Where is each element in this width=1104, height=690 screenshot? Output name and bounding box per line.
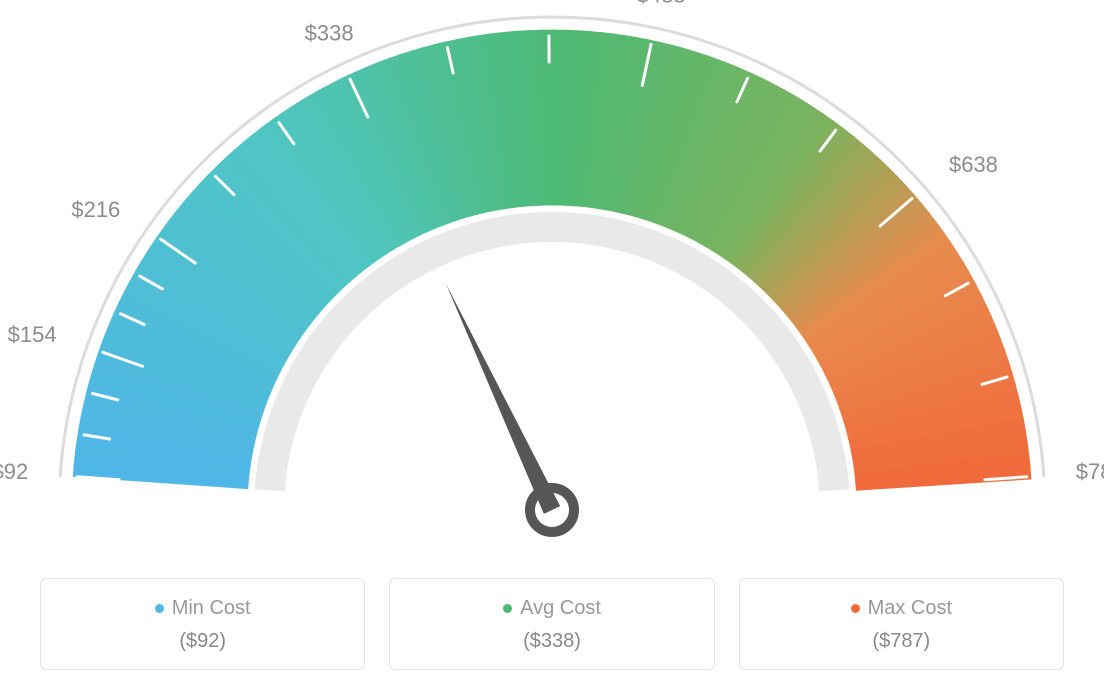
dot-avg: [503, 604, 512, 613]
legend-label-avg-text: Avg Cost: [520, 597, 601, 620]
legend-card-min: Min Cost ($92): [40, 578, 365, 670]
legend-card-avg: Avg Cost ($338): [389, 578, 714, 670]
chart-container: $92 $154 $216 $338 $488 $638 $787 Min Cost ($9…: [0, 0, 1104, 690]
svg-text:$154: $154: [8, 322, 57, 347]
dot-max: [851, 604, 860, 613]
legend-label-min-text: Min Cost: [172, 597, 251, 620]
svg-text:$92: $92: [0, 459, 28, 484]
legend-card-max: Max Cost ($787): [739, 578, 1064, 670]
dot-min: [155, 604, 164, 613]
legend-label-avg: Avg Cost: [503, 597, 601, 620]
legend-label-min: Min Cost: [155, 597, 251, 620]
legend-row: Min Cost ($92) Avg Cost ($338) Max Cost …: [40, 578, 1064, 670]
gauge: $92 $154 $216 $338 $488 $638 $787: [0, 0, 1104, 560]
svg-text:$787: $787: [1076, 459, 1104, 484]
svg-text:$638: $638: [949, 152, 998, 177]
svg-text:$488: $488: [637, 0, 686, 7]
legend-value-max: ($787): [750, 630, 1053, 653]
legend-label-max: Max Cost: [851, 597, 952, 620]
legend-label-max-text: Max Cost: [868, 597, 952, 620]
svg-text:$216: $216: [71, 197, 120, 222]
svg-text:$338: $338: [305, 20, 354, 45]
legend-value-avg: ($338): [400, 630, 703, 653]
legend-value-min: ($92): [51, 630, 354, 653]
gauge-svg: $92 $154 $216 $338 $488 $638 $787: [0, 0, 1104, 560]
